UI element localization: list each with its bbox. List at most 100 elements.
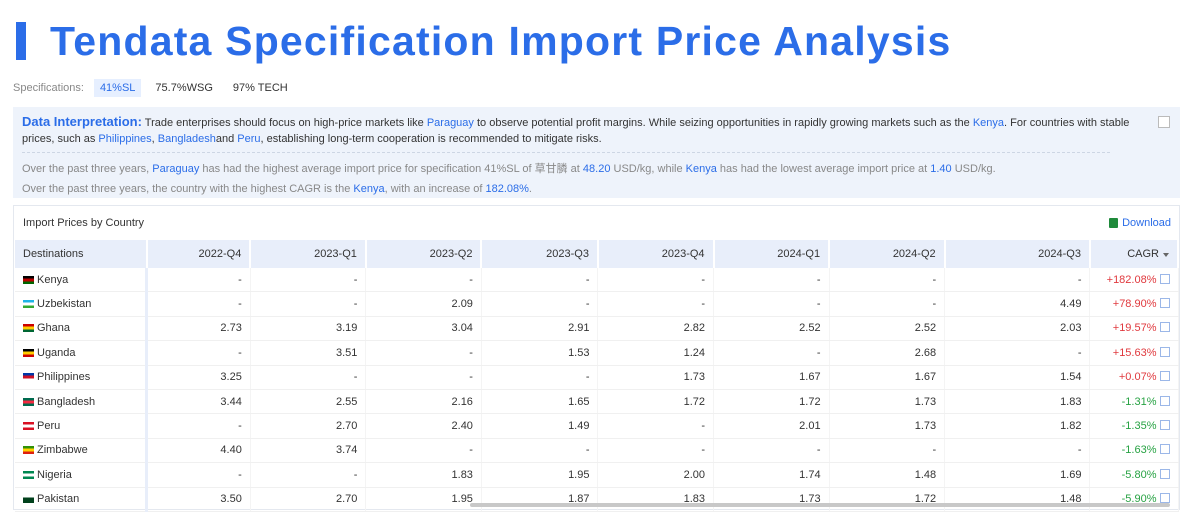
trend-icon[interactable] [1159, 273, 1170, 284]
country-cell: Bangladesh [15, 389, 149, 415]
country-cell: Zimbabwe [15, 438, 149, 464]
price-value: - [816, 444, 821, 457]
value-cell: - [481, 268, 599, 293]
price-value: - [469, 273, 473, 286]
value-cell: 4.49 [944, 291, 1091, 317]
column-header[interactable]: CAGR [1089, 240, 1180, 268]
country-name: Bangladesh [37, 395, 96, 408]
flag [23, 300, 34, 309]
spec-option[interactable]: 41%SL [93, 79, 142, 97]
highlight-text: 1.40 [930, 163, 952, 175]
cagr-value: +15.63% [1112, 346, 1157, 359]
value-cell: - [365, 340, 482, 366]
value-cell: 1.54 [944, 365, 1091, 390]
trend-icon[interactable] [1159, 493, 1170, 504]
text-segment: and [215, 133, 238, 145]
value-cell: 4.40 [146, 438, 251, 464]
price-value: 1.73 [683, 371, 706, 384]
trend-icon[interactable] [1159, 468, 1170, 479]
value-cell: - [597, 413, 715, 439]
value-cell: - [944, 438, 1091, 464]
cagr-value: +78.90% [1112, 298, 1157, 311]
value-cell: 3.74 [250, 438, 367, 464]
flag [23, 324, 34, 333]
price-value: - [353, 468, 358, 481]
price-value: - [701, 444, 706, 457]
country-cell: Ghana [15, 316, 149, 342]
trend-icon[interactable] [1159, 371, 1170, 382]
download-label[interactable]: Download [1122, 217, 1171, 229]
country-cell: Peru [15, 413, 149, 439]
value-cell: - [713, 291, 830, 317]
country-name: Uganda [37, 346, 76, 359]
text-segment: has had the highest average import price… [199, 163, 583, 175]
text-segment: , with an increase of [384, 183, 486, 195]
highlight-text: Kenya [972, 117, 1005, 129]
value-cell: 2.01 [713, 413, 830, 439]
spec-option[interactable]: 75.7%WSG [155, 82, 213, 94]
header-label: Destinations [23, 248, 84, 260]
value-cell: - [250, 365, 367, 390]
value-cell: 1.48 [829, 462, 946, 488]
value-cell: - [713, 340, 830, 366]
price-value: 2.70 [335, 493, 358, 506]
price-value: 2.00 [683, 468, 706, 481]
value-cell: - [597, 268, 715, 293]
value-cell: 1.48 [944, 487, 1091, 512]
flag [23, 373, 34, 382]
value-cell: - [481, 365, 599, 390]
spec-option[interactable]: 97% TECH [232, 82, 288, 94]
value-cell: - [944, 340, 1091, 366]
trend-icon[interactable] [1159, 322, 1170, 333]
value-cell: 1.72 [713, 389, 830, 415]
title-accent [16, 22, 26, 60]
price-value: 2.68 [914, 346, 937, 359]
value-cell: - [365, 268, 482, 293]
scrollbar[interactable] [470, 503, 1170, 507]
value-cell: 1.49 [481, 413, 599, 439]
country-cell: Pakistan [15, 487, 149, 512]
trend-icon[interactable] [1159, 395, 1170, 406]
header-label: CAGR [1127, 248, 1159, 260]
value-cell: -1.31% [1089, 389, 1179, 415]
header-label: 2023-Q3 [546, 248, 589, 260]
value-cell: 1.95 [365, 487, 482, 512]
value-cell: +0.07% [1089, 365, 1179, 390]
highlight-text: Philippines [98, 133, 152, 145]
country-name: Kenya [37, 273, 69, 286]
trend-icon[interactable] [1159, 298, 1170, 309]
column-header: 2023-Q4 [597, 240, 715, 268]
value-cell: - [829, 438, 946, 464]
cagr-value: -5.80% [1121, 468, 1157, 481]
text-segment: Trade enterprises should focus on high-p… [144, 117, 427, 129]
flag [23, 446, 34, 455]
value-cell: - [365, 365, 482, 390]
cagr-value: -5.90% [1121, 493, 1157, 506]
download-button[interactable]: Download [1109, 217, 1171, 229]
value-cell: - [829, 291, 946, 317]
price-value: 1.67 [799, 371, 821, 384]
trend-icon[interactable] [1159, 444, 1170, 455]
table-row: Nigeria - - 1.83 1.95 2.00 1.74 1.48 1.69 -5.80% [15, 462, 1179, 488]
value-cell: 1.74 [713, 462, 830, 488]
value-cell: - [146, 268, 251, 293]
value-cell: - [944, 268, 1091, 293]
trend-icon[interactable] [1159, 346, 1170, 357]
price-value: 1.87 [568, 493, 590, 506]
price-value: 1.83 [1060, 395, 1082, 408]
value-cell: -5.80% [1089, 462, 1179, 488]
price-value: - [238, 468, 242, 481]
header-label: 2023-Q1 [314, 248, 357, 260]
text-segment: , [151, 133, 158, 145]
highlight-text: Kenya [353, 183, 385, 195]
value-cell: 2.03 [944, 316, 1091, 342]
price-value: - [238, 420, 242, 433]
value-cell: 1.73 [713, 487, 830, 512]
price-value: 2.01 [799, 420, 821, 433]
collapse-button[interactable] [1158, 116, 1170, 128]
flag [23, 397, 34, 406]
trend-icon[interactable] [1159, 420, 1170, 431]
price-value: - [701, 420, 706, 433]
price-value: - [353, 298, 358, 311]
